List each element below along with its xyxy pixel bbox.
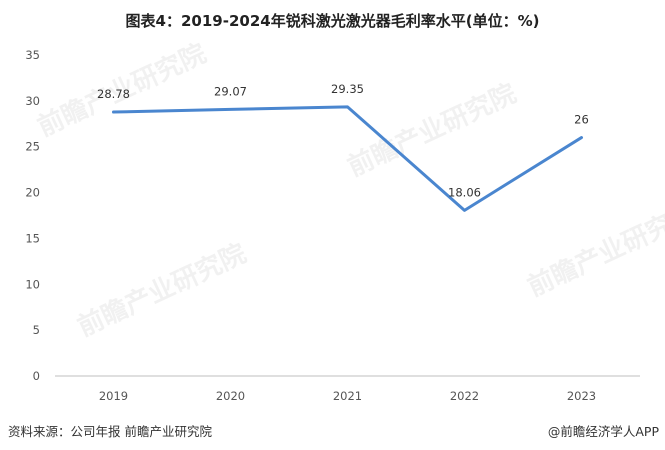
y-tick-label: 20 <box>25 186 40 200</box>
source-note: 资料来源：公司年报 前瞻产业研究院 <box>8 424 212 439</box>
chart-title: 图表4：2019-2024年锐科激光激光器毛利率水平(单位：%) <box>125 12 540 30</box>
x-tick-label: 2023 <box>567 389 596 403</box>
data-label: 29.35 <box>331 82 364 96</box>
x-tick-label: 2019 <box>99 389 128 403</box>
data-label: 29.07 <box>214 84 247 98</box>
series-line <box>112 105 583 212</box>
y-tick-label: 35 <box>25 48 40 62</box>
data-label: 26 <box>574 113 589 127</box>
data-label: 28.78 <box>97 87 130 101</box>
y-tick-label: 15 <box>25 231 40 245</box>
x-tick-label: 2021 <box>333 389 362 403</box>
line-chart: 0 5 10 15 20 25 30 35 2019 2020 2021 2022 2023 28.78 2… <box>25 48 640 403</box>
y-tick-label: 0 <box>33 369 40 383</box>
x-tick-label: 2020 <box>216 389 245 403</box>
data-label: 18.06 <box>448 185 481 199</box>
x-tick-label: 2022 <box>450 389 479 403</box>
y-tick-label: 5 <box>33 323 40 337</box>
y-tick-label: 30 <box>25 94 40 108</box>
brand-note: @前瞻经济学人APP <box>547 424 659 439</box>
y-tick-label: 10 <box>25 277 40 291</box>
y-tick-label: 25 <box>25 140 40 154</box>
